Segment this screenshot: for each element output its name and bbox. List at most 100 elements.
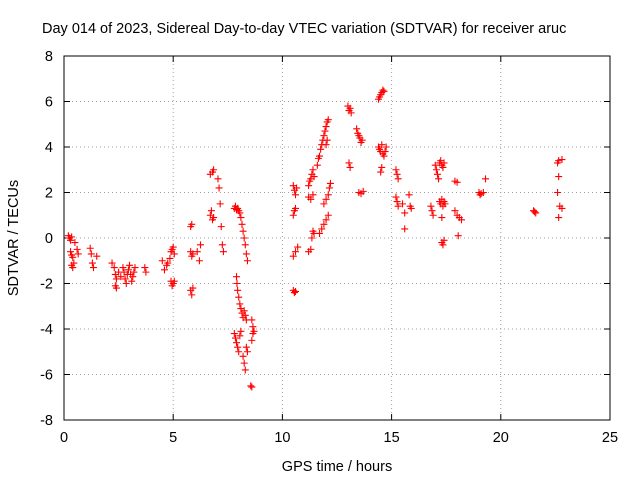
data-point bbox=[394, 202, 402, 210]
data-point bbox=[119, 264, 127, 272]
data-point bbox=[88, 259, 96, 267]
data-point bbox=[240, 234, 248, 242]
data-point bbox=[394, 175, 402, 183]
data-point bbox=[393, 170, 401, 178]
data-point bbox=[108, 259, 116, 267]
data-point bbox=[129, 273, 137, 281]
data-point bbox=[320, 132, 328, 140]
data-point bbox=[242, 250, 250, 258]
data-point bbox=[399, 200, 407, 208]
x-axis-label: GPS time / hours bbox=[282, 459, 392, 475]
data-point bbox=[142, 268, 150, 276]
data-point bbox=[435, 175, 443, 183]
data-point bbox=[240, 359, 248, 367]
data-point bbox=[289, 211, 297, 219]
y-tick-label: 6 bbox=[45, 95, 53, 111]
data-point bbox=[188, 291, 196, 299]
data-point bbox=[87, 250, 95, 258]
data-point bbox=[67, 248, 75, 256]
x-tick-label: 0 bbox=[60, 430, 68, 446]
data-point bbox=[427, 202, 435, 210]
data-point bbox=[292, 204, 300, 212]
data-point bbox=[431, 161, 439, 169]
data-point bbox=[555, 173, 563, 181]
data-point bbox=[197, 241, 204, 249]
data-point bbox=[294, 243, 302, 251]
data-point bbox=[248, 336, 256, 344]
data-point bbox=[323, 136, 331, 144]
data-point bbox=[393, 198, 401, 206]
data-point bbox=[70, 259, 78, 267]
data-point bbox=[236, 332, 244, 340]
data-point bbox=[316, 152, 324, 160]
data-point bbox=[89, 264, 97, 272]
data-point bbox=[359, 187, 367, 195]
x-tick-label: 20 bbox=[493, 430, 509, 446]
data-point bbox=[320, 220, 328, 228]
data-point bbox=[240, 307, 248, 315]
data-point bbox=[531, 208, 539, 216]
data-point bbox=[381, 148, 389, 156]
data-point bbox=[380, 87, 388, 95]
y-tick-label: 4 bbox=[45, 140, 53, 156]
data-point bbox=[322, 141, 330, 149]
data-point bbox=[292, 248, 300, 256]
data-point bbox=[377, 168, 385, 176]
data-point bbox=[313, 161, 321, 169]
data-point bbox=[558, 204, 566, 212]
data-point bbox=[429, 211, 437, 219]
data-point bbox=[345, 159, 353, 167]
y-tick-label: -8 bbox=[40, 413, 53, 429]
data-point bbox=[236, 209, 244, 217]
y-tick-label: 2 bbox=[45, 186, 53, 202]
data-point bbox=[321, 127, 329, 135]
data-point bbox=[217, 223, 225, 231]
data-point bbox=[68, 233, 76, 241]
data-point bbox=[432, 166, 440, 174]
data-point bbox=[195, 257, 203, 265]
data-point bbox=[378, 141, 386, 149]
data-point bbox=[325, 184, 333, 192]
data-point bbox=[74, 250, 82, 258]
data-point bbox=[249, 330, 257, 338]
data-point bbox=[392, 193, 400, 201]
data-point bbox=[189, 250, 197, 258]
data-point bbox=[290, 289, 298, 297]
data-point bbox=[234, 286, 242, 294]
data-point bbox=[320, 200, 328, 208]
data-point bbox=[69, 253, 77, 261]
data-point bbox=[307, 245, 315, 253]
data-point bbox=[482, 175, 490, 183]
y-axis-label: SDTVAR / TECUs bbox=[6, 180, 22, 296]
data-point bbox=[433, 170, 441, 178]
data-point bbox=[249, 323, 257, 331]
data-point bbox=[130, 268, 138, 276]
data-point bbox=[237, 327, 245, 335]
data-point bbox=[117, 273, 125, 281]
data-point bbox=[189, 284, 197, 292]
data-point bbox=[234, 343, 242, 351]
data-point bbox=[346, 104, 354, 112]
x-tick-labels: 0 5 10 15 20 25 bbox=[60, 430, 618, 446]
data-point bbox=[309, 191, 317, 199]
data-point bbox=[326, 179, 334, 187]
x-tick-label: 5 bbox=[169, 430, 177, 446]
data-point bbox=[210, 214, 218, 222]
data-point bbox=[233, 273, 241, 281]
data-point bbox=[401, 225, 409, 233]
y-tick-labels: -8 -6 -4 -2 0 2 4 6 8 bbox=[40, 49, 53, 429]
y-tick-label: -6 bbox=[40, 368, 53, 384]
data-point bbox=[166, 254, 174, 262]
data-point bbox=[392, 166, 400, 174]
x-tick-label: 15 bbox=[384, 430, 400, 446]
data-point bbox=[215, 184, 223, 192]
data-point bbox=[440, 236, 448, 244]
data-point bbox=[188, 220, 196, 228]
data-point bbox=[555, 157, 563, 165]
data-point bbox=[214, 175, 222, 183]
data-point bbox=[353, 125, 361, 133]
y-tick-label: -4 bbox=[40, 322, 53, 338]
data-point bbox=[307, 195, 315, 203]
data-point bbox=[67, 236, 75, 244]
